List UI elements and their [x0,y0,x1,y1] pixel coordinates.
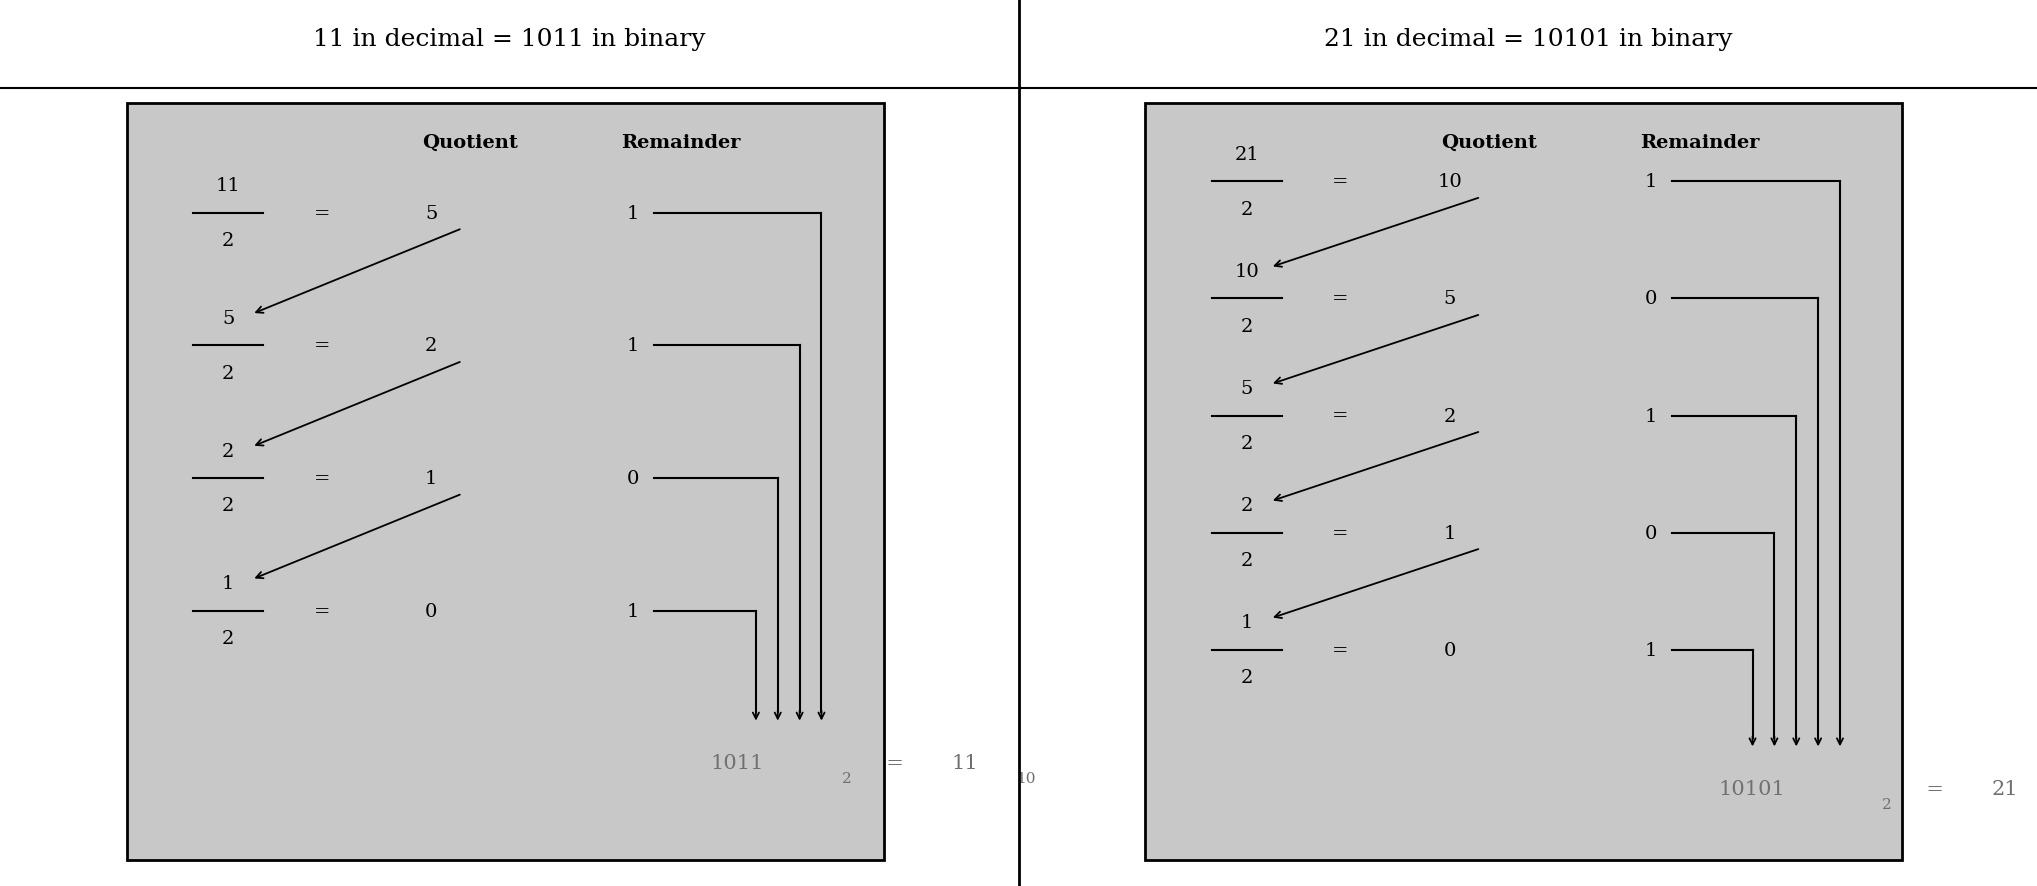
Text: 1: 1 [625,602,640,620]
Text: =: = [1332,173,1348,191]
Text: =: = [314,205,330,222]
Text: =: = [314,602,330,620]
Text: 11: 11 [216,177,240,195]
Text: Quotient: Quotient [1440,134,1536,152]
Text: =: = [1332,290,1348,308]
Text: 5: 5 [1444,290,1456,308]
Text: Remainder: Remainder [621,134,741,152]
Text: 1: 1 [1444,524,1456,542]
Text: Quotient: Quotient [422,134,517,152]
Text: =: = [314,337,330,355]
Text: 2: 2 [1241,551,1253,570]
Text: 21: 21 [1992,779,2019,798]
Text: =: = [874,753,917,772]
Text: 10101: 10101 [1717,779,1784,798]
Text: 1: 1 [1644,173,1658,191]
Text: 11 in decimal = 1011 in binary: 11 in decimal = 1011 in binary [314,28,705,51]
Text: 1: 1 [1644,407,1658,425]
Text: 1: 1 [1644,641,1658,659]
Text: 2: 2 [1241,434,1253,453]
Text: 2: 2 [1882,797,1892,811]
Text: 2: 2 [222,442,234,460]
Text: 0: 0 [426,602,438,620]
Text: 2: 2 [1241,668,1253,687]
Text: 2: 2 [222,629,234,648]
Text: 2: 2 [1241,497,1253,515]
Text: 2: 2 [1241,200,1253,219]
Text: 0: 0 [1644,524,1658,542]
Text: 21 in decimal = 10101 in binary: 21 in decimal = 10101 in binary [1324,28,1731,51]
Text: 0: 0 [1444,641,1456,659]
Text: 5: 5 [426,205,438,222]
Text: 2: 2 [1241,317,1253,336]
Text: 10: 10 [1438,173,1463,191]
Text: =: = [1332,524,1348,542]
Text: 0: 0 [1644,290,1658,308]
Text: 2: 2 [222,231,234,250]
Text: 1: 1 [625,205,640,222]
Text: Remainder: Remainder [1640,134,1760,152]
Text: 0: 0 [625,470,640,487]
Text: 2: 2 [841,771,851,785]
Text: 2: 2 [222,497,234,515]
Text: 5: 5 [1241,380,1253,398]
FancyBboxPatch shape [1145,105,1903,860]
Text: 10: 10 [1234,263,1259,281]
Text: =: = [1913,779,1958,798]
Text: 1: 1 [1241,614,1253,632]
Text: 2: 2 [1444,407,1456,425]
FancyBboxPatch shape [126,105,884,860]
Text: 21: 21 [1234,146,1259,164]
Text: 11: 11 [951,753,978,772]
Text: 1: 1 [426,470,438,487]
Text: 2: 2 [222,364,234,382]
Text: 5: 5 [222,309,234,328]
Text: =: = [1332,407,1348,425]
Text: =: = [314,470,330,487]
Text: 1: 1 [625,337,640,355]
Text: 1011: 1011 [711,753,764,772]
Text: 2: 2 [426,337,438,355]
Text: =: = [1332,641,1348,659]
Text: 1: 1 [222,575,234,593]
Text: 10: 10 [1016,771,1037,785]
